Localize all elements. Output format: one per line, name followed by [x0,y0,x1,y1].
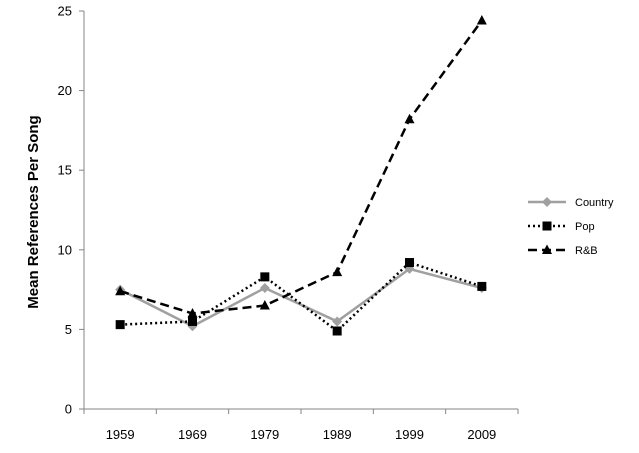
y-tick-label: 20 [58,83,72,98]
y-tick-label: 25 [58,4,72,19]
series-country [115,263,487,332]
x-tick-label: 1959 [106,427,135,442]
series-line-pop [120,261,483,333]
y-axis-title: Mean References Per Song [25,115,42,308]
data-point-r-b [332,266,343,277]
x-axis-ticks: 1959 1969 1979 1989 1999 2009 [83,409,519,442]
x-tick-label: 1969 [178,427,207,442]
legend: Country Pop R&B [528,197,614,257]
x-tick-label: 1979 [250,427,279,442]
series-line-r-b [119,19,483,315]
legend-label-r-b: R&B [575,245,598,257]
data-point-pop [188,316,197,326]
x-tick-label: 1989 [323,427,352,442]
legend-item-pop: Pop [528,221,595,233]
y-tick-label: 0 [65,402,72,417]
legend-label-pop: Pop [575,221,595,233]
series-pop [115,258,487,336]
data-point-r-b [404,113,415,124]
legend-marker-r-b [542,244,552,254]
y-tick-label: 5 [65,322,72,337]
legend-marker-country [542,197,552,207]
x-tick-label: 2009 [467,427,496,442]
series-r-b [115,15,487,318]
data-point-pop [332,326,342,336]
data-point-r-b [259,300,270,310]
y-tick-label: 15 [58,163,72,178]
x-tick-label: 1999 [395,427,424,442]
data-point-country [332,316,343,327]
data-point-pop [260,272,270,282]
data-point-r-b [476,15,487,25]
y-axis-ticks: 0 5 10 15 20 25 [58,4,84,417]
y-tick-label: 10 [58,242,72,257]
legend-marker-pop [542,221,552,231]
data-point-pop [115,320,125,330]
legend-item-country: Country [528,197,614,209]
series-line-country [119,267,483,328]
data-point-pop [477,281,487,291]
legend-item-r-b: R&B [528,244,598,257]
data-point-pop [405,258,414,268]
data-point-r-b [187,307,198,318]
data-point-country [259,283,270,294]
axes [83,11,518,410]
legend-label-country: Country [575,197,614,209]
data-point-r-b [115,285,126,296]
series-group [115,15,487,336]
